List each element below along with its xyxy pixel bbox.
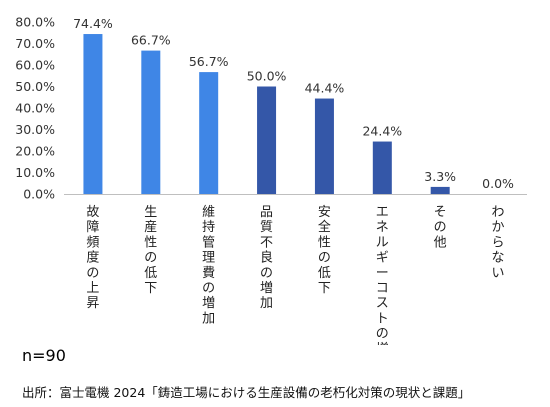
category-label: 維持管理費の増加 — [202, 205, 215, 326]
category-label: 故障頻度の上昇 — [86, 205, 99, 311]
data-label: 66.7% — [131, 33, 171, 48]
y-axis-ticks: 0.0% 10.0% 20.0% 30.0% 40.0% 50.0% 60.0% 70.0% 8… — [15, 15, 55, 202]
bar-chart: 0.0% 10.0% 20.0% 30.0% 40.0% 50.0% 60.0% 70.0% 8… — [15, 15, 527, 345]
data-label: 74.4% — [73, 16, 113, 31]
y-tick-label: 70.0% — [15, 36, 55, 51]
data-label: 50.0% — [247, 69, 287, 84]
y-tick-label: 20.0% — [15, 144, 55, 159]
bars — [83, 34, 450, 194]
bar — [372, 141, 392, 194]
data-labels: 74.4% 66.7% 56.7% 50.0% 44.4% 24.4% 3.3% 0.0% — [73, 16, 514, 191]
y-tick-label: 40.0% — [15, 101, 55, 116]
y-tick-label: 60.0% — [15, 58, 55, 73]
category-label: わからない — [492, 205, 505, 281]
bar — [257, 86, 277, 194]
source-citation: 出所：富士電機 2024「鋳造工場における生産設備の老朽化対策の現状と課題」 — [22, 385, 471, 400]
category-label: エネルギーコストの増加 — [376, 205, 389, 345]
category-label: 安全性の低下 — [318, 205, 331, 296]
data-label: 3.3% — [424, 169, 456, 184]
data-label: 44.4% — [305, 81, 345, 96]
data-label: 24.4% — [362, 124, 402, 139]
y-tick-label: 30.0% — [15, 122, 55, 137]
data-label: 0.0% — [482, 176, 514, 191]
data-label: 56.7% — [189, 54, 229, 69]
y-tick-label: 0.0% — [23, 187, 55, 202]
bar — [141, 50, 161, 194]
y-tick-label: 10.0% — [15, 165, 55, 180]
sample-size-note: n=90 — [22, 346, 66, 365]
bar — [430, 186, 450, 194]
y-tick-label: 80.0% — [15, 15, 55, 30]
bar — [314, 98, 334, 194]
category-labels: 故障頻度の上昇 生産性の低下 維持管理費の増加 品質不良の増加 安全性の低下 エネルギーコ… — [86, 205, 504, 345]
y-tick-label: 50.0% — [15, 79, 55, 94]
bar — [83, 34, 103, 194]
category-label: その他 — [434, 205, 447, 250]
bar — [199, 72, 219, 194]
category-label: 生産性の低下 — [144, 205, 157, 296]
category-label: 品質不良の増加 — [260, 205, 273, 311]
